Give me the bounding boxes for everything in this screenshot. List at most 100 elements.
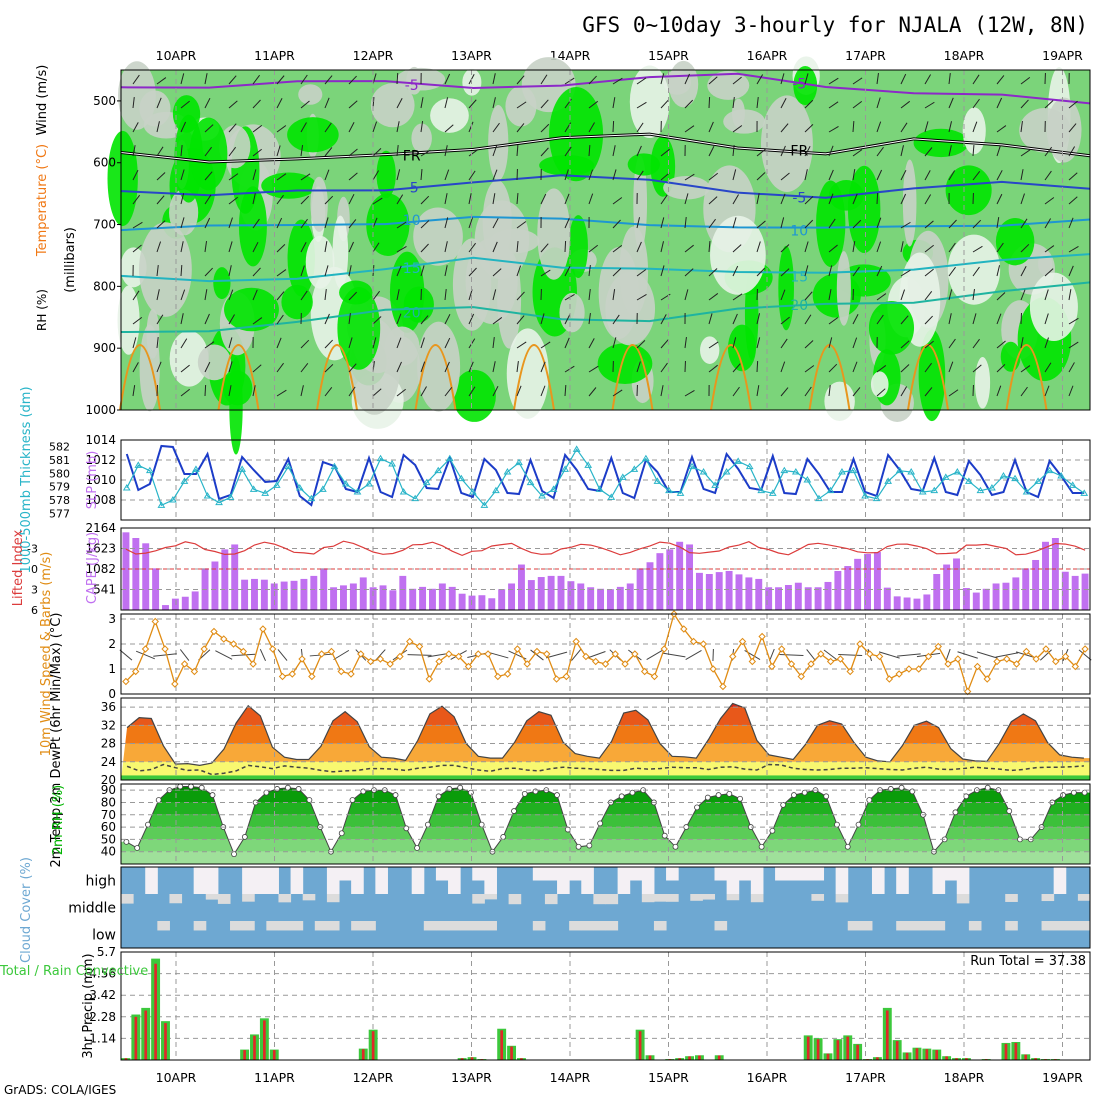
wind-barb <box>828 193 834 205</box>
wind-barb <box>612 314 620 325</box>
wind-barb <box>876 73 879 85</box>
cape-bar <box>567 581 575 610</box>
cape-bar <box>913 598 921 610</box>
wind-barb <box>948 313 952 325</box>
precip-legend-label: Total / Rain Convective <box>0 964 148 979</box>
wind-speed-marker <box>445 650 453 658</box>
date-label-top: 19APR <box>1042 48 1083 63</box>
surface-wind-barb <box>945 648 951 662</box>
rh-patch <box>760 95 813 192</box>
rh-marker <box>715 792 722 798</box>
wind-barb <box>300 218 308 229</box>
lifted-tick-label: 3 <box>31 584 38 597</box>
wind-barb <box>1020 169 1024 181</box>
cloud-cell <box>363 921 376 931</box>
wind-speed-marker <box>269 645 277 653</box>
wind-barb <box>180 169 185 181</box>
cape-bar <box>676 541 684 610</box>
wind-barb <box>396 246 407 253</box>
wind-barb <box>156 314 164 325</box>
date-label-bottom: 18APR <box>944 1070 985 1085</box>
wind-barb <box>564 313 571 325</box>
thickness-marker <box>226 493 235 500</box>
wind-barb <box>348 265 352 277</box>
wind-barb <box>132 221 143 229</box>
wind-barb <box>348 363 357 373</box>
cape-bar <box>290 580 298 610</box>
cloud-cell <box>484 921 497 931</box>
wind-barb <box>636 340 646 349</box>
wind-barb <box>324 289 327 301</box>
rh-patch <box>537 188 571 280</box>
rh-patch <box>384 326 420 366</box>
thickness-marker <box>1022 488 1031 495</box>
wind-speed-marker <box>562 672 571 681</box>
rh-patch <box>281 284 313 320</box>
rh-patch <box>710 215 766 295</box>
cloud-cell <box>532 921 546 931</box>
wind-barb <box>444 217 449 229</box>
wind-barb <box>636 241 642 253</box>
wind-barb <box>732 386 740 397</box>
isotherm-line <box>120 174 1091 199</box>
wind-barb <box>948 73 951 85</box>
wind-barb <box>996 385 1002 397</box>
cloud-background <box>121 867 1090 948</box>
precip-tick-label: 4.56 <box>89 967 116 981</box>
wind-barb <box>468 193 472 205</box>
rh-patch <box>332 215 349 289</box>
cape-bar <box>557 575 565 610</box>
rh-marker <box>887 786 894 792</box>
isotherm-label: 20 <box>403 305 421 321</box>
cloud-cell <box>738 867 752 881</box>
rh-patch <box>947 234 1001 305</box>
wind-barb <box>492 337 495 349</box>
cape-bar <box>715 572 723 610</box>
wind-speed-marker <box>856 640 864 648</box>
cape-bar <box>577 583 585 610</box>
cape-bar <box>270 583 278 610</box>
thickness-marker <box>1011 474 1019 482</box>
temp-axis-label: 2m Temp 2m DewPt (6hr Min/Max) (°C) <box>49 613 64 868</box>
wind-barb <box>684 217 687 229</box>
wind-barb <box>564 217 570 229</box>
wind-barb <box>132 290 140 301</box>
thickness-marker <box>145 466 154 474</box>
wind-speed-marker <box>983 675 991 683</box>
rh-marker <box>500 834 507 840</box>
wind-barb <box>564 193 570 205</box>
wind-tick-label: 3 <box>108 612 116 626</box>
wind-barb <box>804 146 811 157</box>
wind-speed-marker <box>836 655 845 663</box>
cape-bar <box>636 568 644 610</box>
cloud-cell <box>569 921 582 931</box>
cloud-cell <box>242 921 255 931</box>
wind-barb <box>708 341 719 349</box>
cape-bar <box>152 568 160 610</box>
wind-speed-marker <box>298 655 306 663</box>
wind-barb <box>420 97 424 109</box>
precip-conv-bar <box>253 1035 256 1060</box>
date-label-bottom: 12APR <box>353 1070 394 1085</box>
cloud-cell <box>411 867 425 894</box>
precip-conv-bar <box>925 1049 929 1060</box>
wind-barb <box>180 73 185 85</box>
precip-conv-bar <box>806 1036 810 1060</box>
cloud-cell <box>448 867 461 894</box>
wind-barb <box>660 314 667 325</box>
wind-barb <box>276 269 287 277</box>
cloud-cell <box>266 867 279 894</box>
wind-barb <box>516 221 527 229</box>
rh-marker <box>898 784 905 791</box>
rh-marker <box>209 792 216 798</box>
wind-barb <box>924 74 932 85</box>
wind-barb <box>900 386 908 397</box>
thickness-marker <box>745 462 754 470</box>
wind-barb <box>420 195 430 205</box>
thickness-marker <box>549 485 558 492</box>
cape-bar <box>854 558 862 610</box>
wind-speed-marker <box>239 647 248 656</box>
wind-tick-label: 1 <box>108 662 116 676</box>
cape-bar <box>873 552 881 610</box>
surface-wind-barb <box>878 651 900 659</box>
